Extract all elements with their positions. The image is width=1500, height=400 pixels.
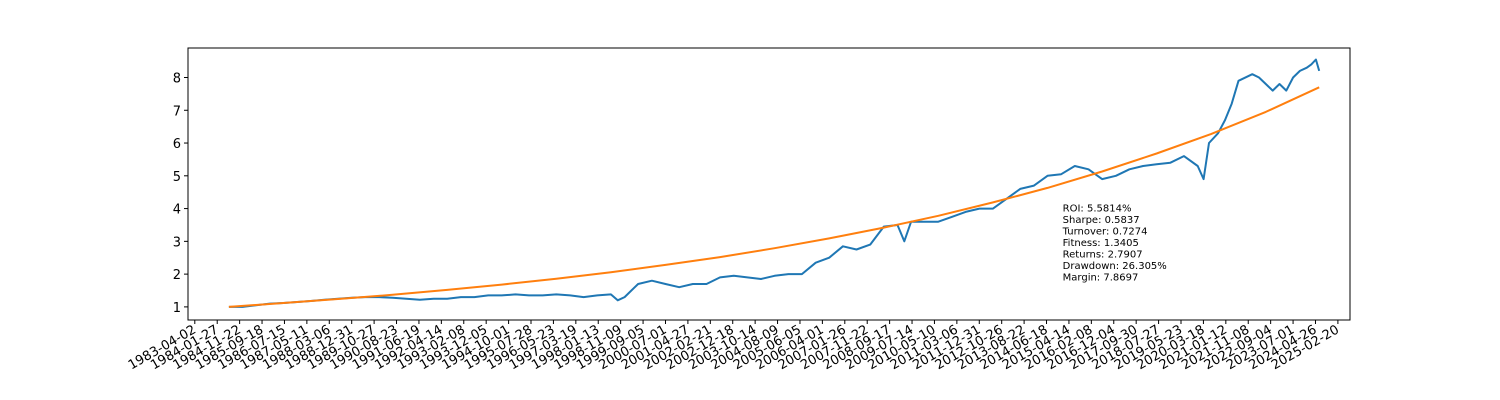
y-tick-label: 5 xyxy=(173,170,181,185)
plot-frame xyxy=(187,47,1351,321)
y-tick-label: 7 xyxy=(173,104,181,119)
annotation-line: Margin: 7.8697 xyxy=(1063,273,1139,284)
annotation-line: Returns: 2.7907 xyxy=(1063,250,1143,261)
series-line-2 xyxy=(228,86,1320,308)
y-tick-label: 4 xyxy=(173,203,181,218)
y-axis: 1 2 3 4 5 6 7 8 xyxy=(173,71,188,316)
series-line-1 xyxy=(228,58,1321,308)
y-tick-label: 3 xyxy=(173,235,181,250)
annotation-line: Fitness: 1.3405 xyxy=(1063,238,1139,249)
annotation-line: Sharpe: 0.5837 xyxy=(1063,215,1140,226)
annotation-line: ROI: 5.5814% xyxy=(1063,204,1132,215)
y-tick-label: 2 xyxy=(173,268,181,283)
y-tick-label: 6 xyxy=(173,137,181,152)
plot-lines xyxy=(228,58,1321,308)
y-tick-label: 1 xyxy=(173,301,181,316)
annotation-line: Turnover: 0.7274 xyxy=(1062,227,1148,238)
y-tick-label: 8 xyxy=(173,71,181,86)
annotation-line: Drawdown: 26.305% xyxy=(1063,261,1167,272)
